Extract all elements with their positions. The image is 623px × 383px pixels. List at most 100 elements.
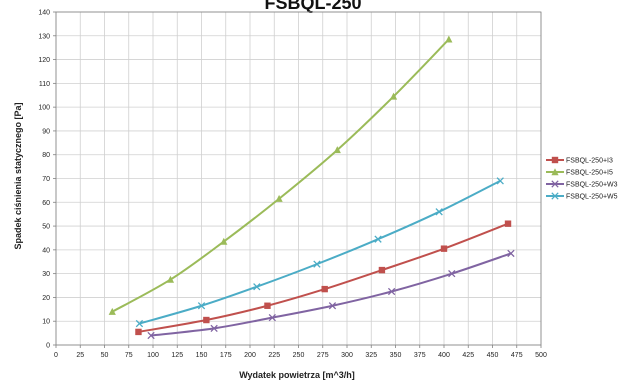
legend-item: FSBQL-250+W3 xyxy=(546,180,618,189)
data-point xyxy=(108,307,116,315)
x-tick-label: 175 xyxy=(220,352,232,359)
data-point xyxy=(496,177,504,185)
axes xyxy=(53,11,542,348)
data-point xyxy=(440,245,448,252)
data-point-stroke xyxy=(435,208,443,216)
data-point xyxy=(264,302,271,309)
x-tick-label: 0 xyxy=(54,352,58,359)
y-tick-label: 30 xyxy=(42,271,50,278)
x-tick-label: 475 xyxy=(511,352,523,359)
legend: FSBQL-250+I3 FSBQL-250+I5 FSBQL-250+W3 FSBQ… xyxy=(546,156,618,201)
grid xyxy=(55,11,542,346)
x-tick-label: 425 xyxy=(462,352,474,359)
y-tick-label: 50 xyxy=(42,224,50,231)
series-1 xyxy=(108,35,453,315)
data-point-stroke xyxy=(448,269,456,278)
x-tick-label: 450 xyxy=(487,352,499,359)
x-tick-labels: 0 25 50 75 100 125 150 175 200 225 250 275 300 325 350… xyxy=(54,352,547,359)
y-tick-label: 140 xyxy=(38,10,50,17)
data-point-stroke xyxy=(507,249,515,258)
x-tick-label: 25 xyxy=(76,352,84,359)
x-tick-label: 50 xyxy=(101,352,109,359)
x-tick-label: 125 xyxy=(171,352,183,359)
y-tick-label: 80 xyxy=(42,152,50,159)
x-tick-label: 300 xyxy=(341,352,353,359)
data-point xyxy=(268,313,276,322)
y-tick-label: 70 xyxy=(42,176,50,183)
legend-label: FSBQL-250+I3 xyxy=(566,158,613,165)
x-tick-label: 250 xyxy=(293,352,305,359)
y-tick-label: 130 xyxy=(38,33,50,40)
legend-label: FSBQL-250+W3 xyxy=(566,182,618,189)
y-tick-label: 90 xyxy=(42,128,50,135)
data-point-stroke xyxy=(387,287,396,296)
legend-swatch-marker xyxy=(551,168,559,176)
plot-area-border xyxy=(55,11,542,346)
x-tick-label: 75 xyxy=(125,352,133,359)
legend-item: FSBQL-250+I5 xyxy=(546,168,613,177)
data-point xyxy=(147,331,155,340)
x-tick-label: 200 xyxy=(244,352,256,359)
x-tick-label: 150 xyxy=(196,352,208,359)
legend-label: FSBQL-250+W5 xyxy=(566,194,618,201)
y-tick-label: 120 xyxy=(38,57,50,64)
data-point xyxy=(387,287,396,296)
data-point-stroke xyxy=(253,283,261,291)
data-point xyxy=(166,275,175,283)
legend-label: FSBQL-250+I5 xyxy=(566,170,613,177)
series-layer xyxy=(108,35,515,340)
series-2 xyxy=(147,249,515,340)
data-point xyxy=(220,237,228,245)
x-tick-label: 100 xyxy=(147,352,159,359)
y-tick-labels: 0 10 20 30 40 50 60 70 80 90 100 110 120 130 140 xyxy=(38,10,50,350)
data-point xyxy=(313,260,321,268)
data-point xyxy=(504,220,512,227)
data-point xyxy=(435,208,443,216)
legend-swatch-marker-stroke xyxy=(551,192,559,200)
data-point-stroke xyxy=(496,177,504,185)
data-point xyxy=(203,316,210,324)
legend-swatch-marker xyxy=(551,192,559,200)
x-tick-label: 375 xyxy=(414,352,426,359)
data-point-stroke xyxy=(135,319,144,328)
legend-swatch-marker xyxy=(551,180,559,188)
y-tick-label: 10 xyxy=(42,319,50,326)
data-point-stroke xyxy=(313,260,321,268)
y-tick-label: 110 xyxy=(39,81,50,88)
chart-title: FSBQL-250 xyxy=(264,0,361,13)
x-tick-label: 500 xyxy=(535,352,547,359)
data-point xyxy=(275,194,283,202)
data-point xyxy=(507,249,515,258)
x-axis-title: Wydatek powietrza [m^3/h] xyxy=(239,370,355,380)
x-tick-label: 350 xyxy=(390,352,402,359)
data-point xyxy=(135,319,144,328)
data-point-stroke xyxy=(197,302,206,310)
legend-swatch-marker-stroke xyxy=(551,180,559,188)
series-3 xyxy=(135,177,504,328)
y-tick-label: 100 xyxy=(38,105,50,112)
y-tick-label: 40 xyxy=(42,247,50,254)
data-point xyxy=(321,285,328,293)
data-point xyxy=(378,266,386,274)
x-tick-label: 225 xyxy=(268,352,280,359)
data-point-stroke xyxy=(374,235,382,243)
y-tick-label: 0 xyxy=(46,343,50,350)
legend-item: FSBQL-250+W5 xyxy=(546,192,618,201)
data-point xyxy=(328,302,337,310)
data-point-stroke xyxy=(268,313,276,322)
data-point xyxy=(197,302,206,310)
data-point xyxy=(445,35,453,43)
y-tick-label: 60 xyxy=(42,200,50,207)
data-point-stroke xyxy=(328,302,337,310)
data-point xyxy=(389,92,398,100)
legend-swatch-marker xyxy=(551,156,559,164)
y-tick-label: 20 xyxy=(42,295,50,302)
data-point xyxy=(374,235,382,243)
data-point xyxy=(135,328,142,336)
data-point xyxy=(210,324,218,333)
data-point-stroke xyxy=(210,324,218,333)
data-point-stroke xyxy=(147,331,155,340)
x-tick-label: 325 xyxy=(365,352,377,359)
